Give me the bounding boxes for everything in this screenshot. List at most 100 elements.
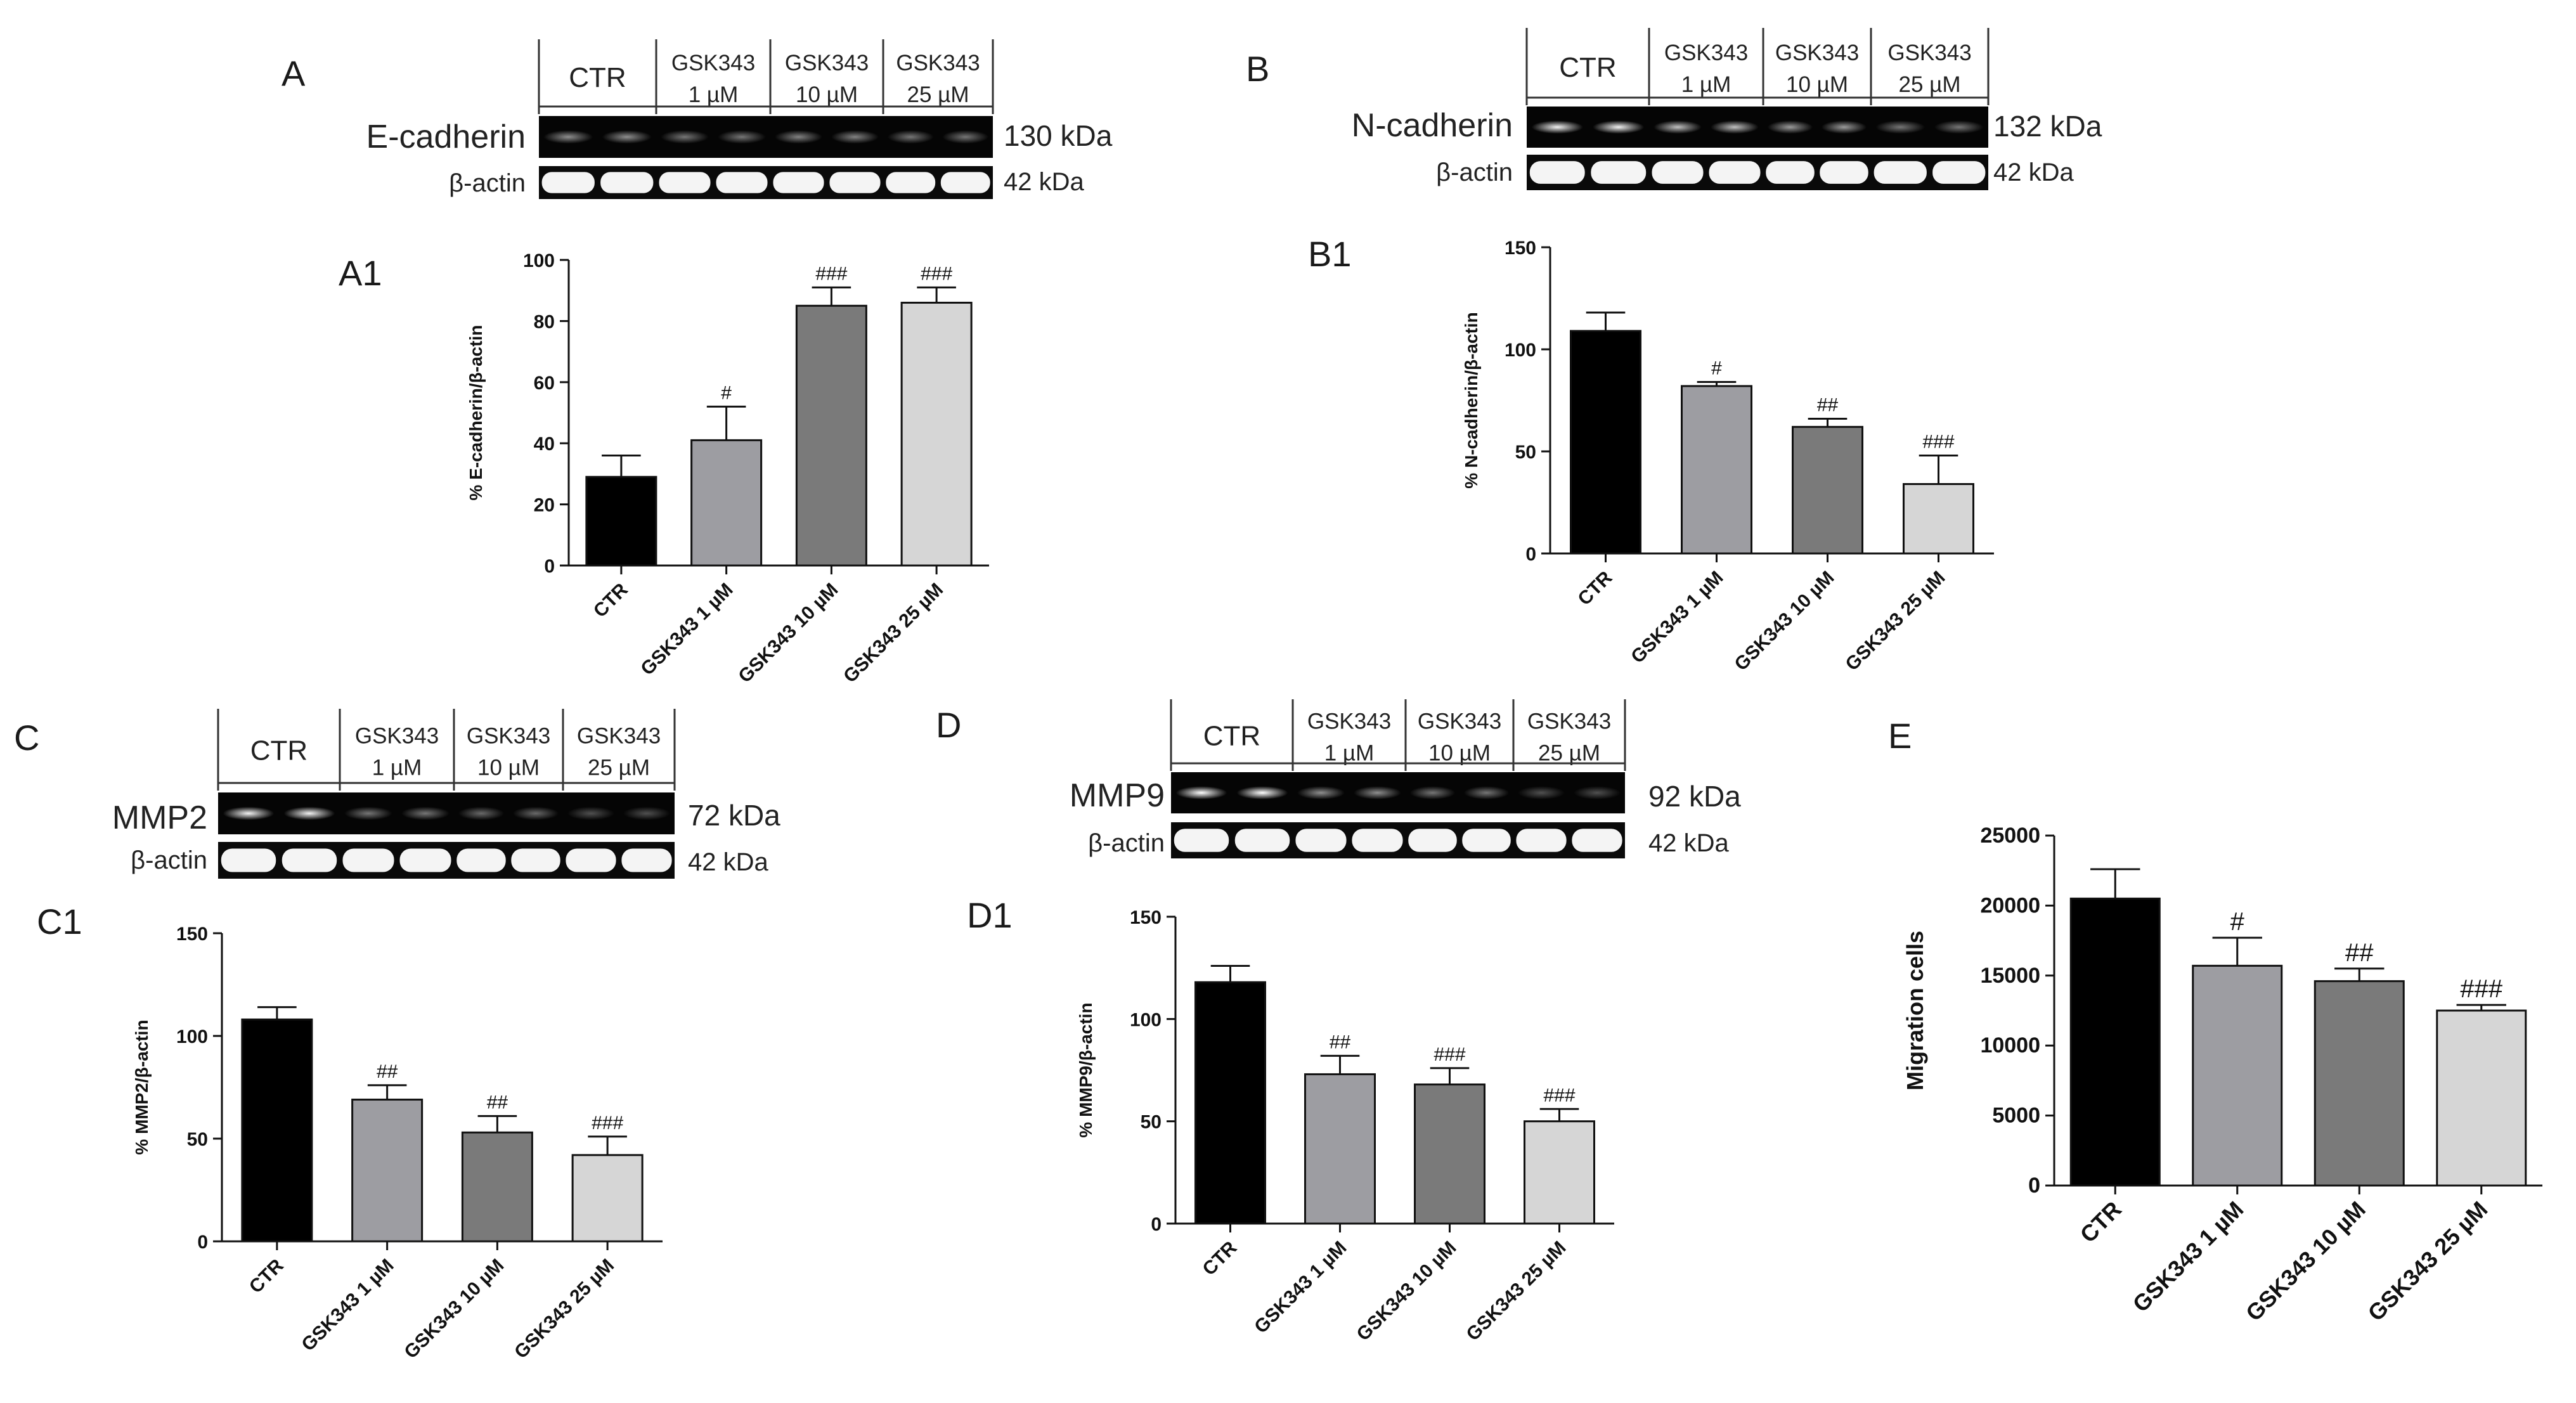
protein-band bbox=[401, 806, 450, 820]
actin-band bbox=[1932, 161, 1986, 184]
protein-kda-label: 72 kDa bbox=[688, 799, 780, 832]
protein-band bbox=[887, 130, 934, 144]
protein-band bbox=[567, 806, 614, 820]
protein-kda-label: 130 kDa bbox=[1004, 119, 1113, 152]
protein-band bbox=[223, 806, 275, 820]
significance-marker-gsk343-25-m: ### bbox=[1922, 431, 1954, 452]
actin-band bbox=[1408, 829, 1457, 852]
bar-gsk343-25-m bbox=[571, 1154, 644, 1243]
actin-band bbox=[1766, 161, 1815, 184]
bar-ctr bbox=[2069, 897, 2161, 1187]
lane-header-line2: 25 µM bbox=[1899, 72, 1961, 97]
actin-band bbox=[342, 848, 394, 872]
protein-kda-label: 92 kDa bbox=[1648, 780, 1741, 813]
protein-label: MMP2 bbox=[112, 799, 207, 836]
panel-letter: B bbox=[1246, 49, 1269, 89]
protein-label: E-cadherin bbox=[366, 119, 526, 155]
protein-band bbox=[1518, 786, 1565, 799]
bar-gsk343-25-m bbox=[1524, 1120, 1595, 1225]
lane-header-line1: GSK343 bbox=[1775, 41, 1859, 65]
protein-band bbox=[1531, 120, 1583, 134]
protein-band bbox=[831, 130, 879, 144]
lane-header-line2: 25 µM bbox=[907, 82, 969, 107]
x-tick-label-gsk343-1-m: GSK343 1 µM bbox=[637, 579, 737, 680]
significance-marker-gsk343-25-m: ### bbox=[2460, 975, 2502, 1003]
y-tick-label: 50 bbox=[1141, 1112, 1162, 1133]
actin-kda-label: 42 kDa bbox=[1648, 829, 1729, 857]
protein-band bbox=[1711, 120, 1759, 134]
chart-panel-label: B1 bbox=[1308, 234, 1352, 274]
y-tick-label: 100 bbox=[1505, 340, 1536, 361]
y-tick-label: 40 bbox=[534, 434, 555, 455]
actin-band bbox=[600, 172, 654, 193]
y-tick-label: 0 bbox=[544, 556, 555, 577]
protein-band bbox=[1574, 786, 1621, 799]
actin-band bbox=[886, 172, 936, 193]
significance-marker-gsk343-25-m: ### bbox=[1543, 1085, 1575, 1106]
actin-band bbox=[1572, 829, 1622, 852]
lane-header-line2: 10 µM bbox=[1786, 72, 1848, 97]
lane-header-ctr: CTR bbox=[1559, 52, 1616, 83]
significance-marker-gsk343-10-m: ### bbox=[815, 263, 847, 284]
significance-marker-gsk343-1-m: # bbox=[2230, 908, 2245, 936]
x-tick-label-gsk343-10-m: GSK343 10 µM bbox=[734, 579, 842, 687]
protein-band bbox=[1409, 786, 1456, 799]
y-axis-label: % E-cadherin/β-actin bbox=[466, 325, 486, 501]
actin-kda-label: 42 kDa bbox=[1004, 168, 1084, 196]
chart-panel-label: E bbox=[1888, 716, 1912, 756]
lane-header-line2: 10 µM bbox=[796, 82, 858, 107]
significance-marker-gsk343-10-m: ### bbox=[1434, 1044, 1465, 1065]
lane-header-line1: GSK343 bbox=[1307, 709, 1391, 734]
blot-panel-c: C CTR GSK343 1 µM GSK343 10 µM GSK343 25 µM MMP2… bbox=[14, 709, 780, 879]
protein-band bbox=[1593, 120, 1645, 134]
bar-gsk343-10-m bbox=[2314, 980, 2405, 1187]
actin-band bbox=[1174, 829, 1229, 852]
actin-band bbox=[1234, 829, 1290, 852]
bar-gsk343-10-m bbox=[1414, 1083, 1485, 1225]
significance-marker-gsk343-25-m: ### bbox=[921, 263, 952, 284]
protein-band bbox=[1175, 786, 1227, 799]
bar-gsk343-1-m bbox=[1681, 385, 1752, 555]
protein-band bbox=[1463, 786, 1510, 799]
actin-label: β-actin bbox=[449, 169, 526, 197]
y-tick-label: 60 bbox=[534, 373, 555, 394]
protein-band bbox=[283, 806, 335, 820]
bar-gsk343-1-m bbox=[2192, 964, 2283, 1187]
y-axis-label: % MMP9/β-actin bbox=[1076, 1002, 1096, 1137]
y-tick-label: 100 bbox=[176, 1026, 208, 1047]
lane-header-line2: 1 µM bbox=[689, 82, 739, 107]
protein-band bbox=[344, 806, 392, 820]
y-tick-label: 150 bbox=[1130, 907, 1162, 928]
protein-band bbox=[661, 130, 709, 144]
actin-band bbox=[221, 848, 276, 872]
significance-marker-gsk343-10-m: ## bbox=[2345, 939, 2374, 967]
bar-chart-e: E 0 5000 10000 15000 20000 25000 Migration cell… bbox=[1888, 716, 2542, 1326]
lane-header-line1: GSK343 bbox=[1527, 709, 1611, 734]
y-tick-label: 0 bbox=[1525, 544, 1536, 565]
significance-marker-gsk343-1-m: # bbox=[1711, 358, 1722, 379]
x-tick-label-gsk343-10-m: GSK343 10 µM bbox=[2241, 1196, 2371, 1326]
significance-marker-gsk343-1-m: ## bbox=[377, 1061, 398, 1082]
x-tick-label-gsk343-10-m: GSK343 10 µM bbox=[1352, 1238, 1460, 1345]
blot-panel-b: B CTR GSK343 1 µM GSK343 10 µM GSK343 25 µM N-ca… bbox=[1246, 28, 2102, 190]
protein-band bbox=[1297, 786, 1345, 799]
bar-gsk343-10-m bbox=[1792, 425, 1863, 555]
y-tick-label: 20 bbox=[534, 495, 555, 516]
bar-ctr bbox=[1570, 330, 1641, 555]
chart-panel-label: C1 bbox=[37, 902, 82, 941]
y-axis-label: % MMP2/β-actin bbox=[132, 1019, 152, 1154]
y-tick-label: 50 bbox=[1515, 442, 1536, 463]
y-tick-label: 100 bbox=[523, 250, 555, 271]
actin-band bbox=[282, 848, 337, 872]
bar-gsk343-1-m bbox=[690, 439, 763, 567]
lane-header-line1: GSK343 bbox=[896, 51, 980, 75]
actin-band bbox=[1709, 161, 1761, 184]
protein-label: N-cadherin bbox=[1352, 107, 1513, 144]
y-tick-label: 0 bbox=[197, 1232, 208, 1253]
actin-band bbox=[829, 172, 881, 193]
x-tick-label-ctr: CTR bbox=[590, 579, 632, 621]
protein-band bbox=[602, 130, 652, 144]
